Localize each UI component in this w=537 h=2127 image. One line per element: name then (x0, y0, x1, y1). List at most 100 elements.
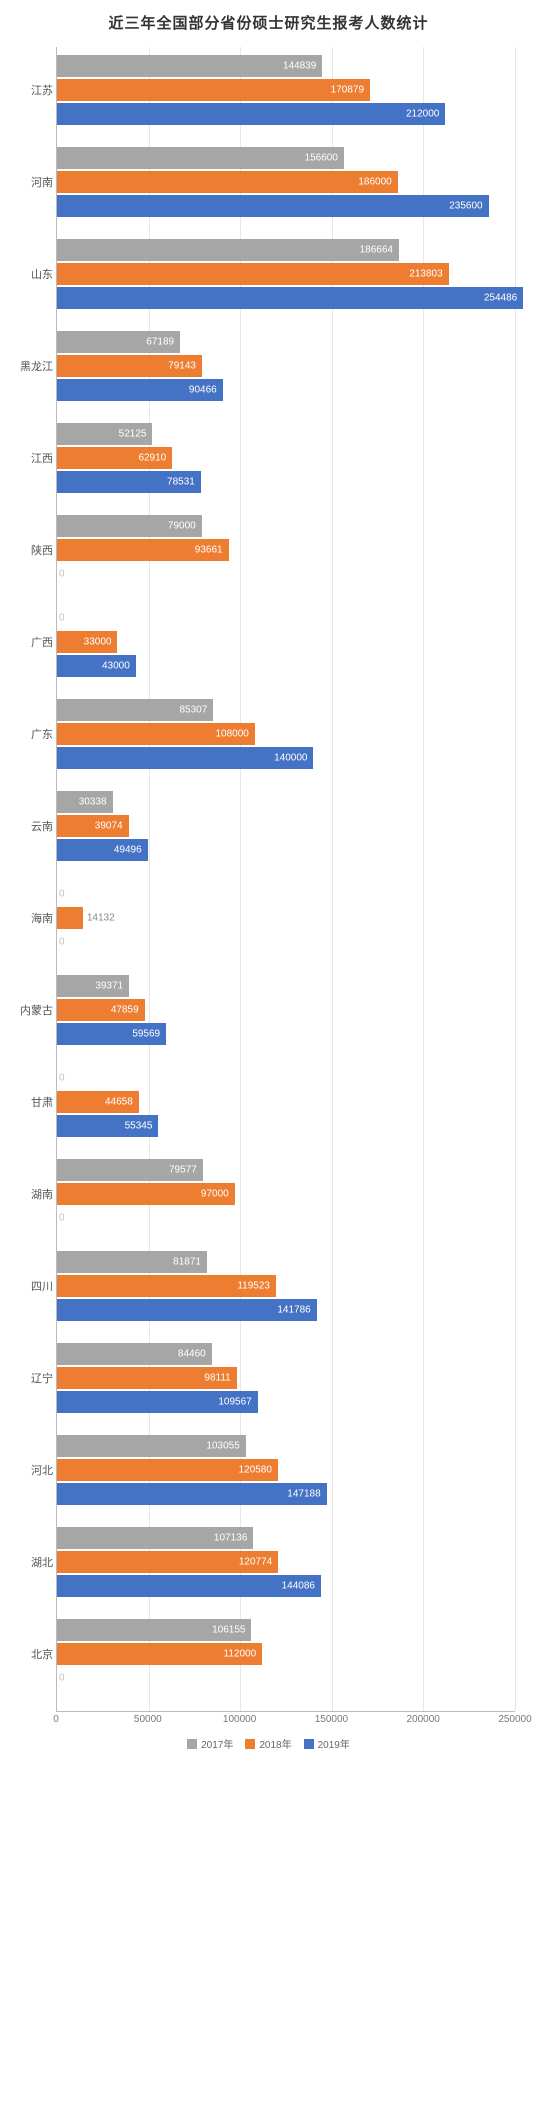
bar-value-label: 52125 (119, 429, 147, 440)
bar: 0 (57, 1667, 59, 1689)
province-group: 黑龙江671897914390466 (57, 331, 515, 401)
bar-row: 52125 (57, 423, 515, 445)
bar: 107136 (57, 1527, 253, 1549)
bar: 14132 (57, 907, 83, 929)
legend-swatch (245, 1739, 255, 1749)
bar-row: 93661 (57, 539, 515, 561)
bar: 39371 (57, 975, 129, 997)
bar-row: 212000 (57, 103, 515, 125)
bar: 120774 (57, 1551, 278, 1573)
bar: 140000 (57, 747, 313, 769)
province-group: 云南303383907449496 (57, 791, 515, 861)
province-group: 湖北107136120774144086 (57, 1527, 515, 1597)
bar: 235600 (57, 195, 489, 217)
province-label: 湖南 (11, 1186, 53, 1202)
bar-value-label: 0 (59, 1213, 65, 1224)
bar-value-label: 119523 (237, 1281, 270, 1292)
province-group: 山东186664213803254486 (57, 239, 515, 309)
province-label: 广西 (11, 634, 53, 650)
bar-value-label: 112000 (224, 1649, 257, 1660)
bar-row: 144086 (57, 1575, 515, 1597)
province-label: 北京 (11, 1646, 53, 1662)
province-label: 江西 (11, 450, 53, 466)
bar-value-label: 212000 (406, 109, 439, 120)
province-label: 湖北 (11, 1554, 53, 1570)
bar-row: 55345 (57, 1115, 515, 1137)
bar-value-label: 55345 (125, 1121, 153, 1132)
bar-row: 84460 (57, 1343, 515, 1365)
bar-value-label: 97000 (201, 1189, 229, 1200)
bar: 186000 (57, 171, 398, 193)
bar-row: 14132 (57, 907, 515, 929)
bar-value-label: 108000 (215, 729, 248, 740)
bar-value-label: 147188 (287, 1489, 320, 1500)
bar-row: 0 (57, 1667, 515, 1689)
province-group: 北京1061551120000 (57, 1619, 515, 1689)
bar-value-label: 43000 (102, 661, 130, 672)
x-axis-tick: 0 (53, 1714, 59, 1725)
province-group: 河北103055120580147188 (57, 1435, 515, 1505)
bar-row: 112000 (57, 1643, 515, 1665)
bar-value-label: 254486 (484, 293, 517, 304)
bar: 119523 (57, 1275, 276, 1297)
bar: 52125 (57, 423, 152, 445)
bar-value-label: 186664 (360, 245, 393, 256)
province-label: 陕西 (11, 542, 53, 558)
bar-value-label: 62910 (138, 453, 166, 464)
bar: 55345 (57, 1115, 158, 1137)
bar: 0 (57, 563, 59, 585)
bar-row: 108000 (57, 723, 515, 745)
bar: 212000 (57, 103, 445, 125)
bar-row: 79000 (57, 515, 515, 537)
bar-row: 67189 (57, 331, 515, 353)
bar: 43000 (57, 655, 136, 677)
bar-row: 213803 (57, 263, 515, 285)
x-axis: 050000100000150000200000250000 (56, 1712, 515, 1730)
bar: 67189 (57, 331, 180, 353)
province-group: 江西521256291078531 (57, 423, 515, 493)
bar-row: 103055 (57, 1435, 515, 1457)
bar-row: 120580 (57, 1459, 515, 1481)
bar-value-label: 79000 (168, 521, 196, 532)
bar: 47859 (57, 999, 145, 1021)
plot-area: 江苏144839170879212000河南156600186000235600… (56, 47, 515, 1712)
bar: 33000 (57, 631, 117, 653)
bar-row: 97000 (57, 1183, 515, 1205)
bar-row: 0 (57, 563, 515, 585)
x-axis-tick: 50000 (134, 1714, 162, 1725)
x-axis-tick: 150000 (315, 1714, 348, 1725)
bar-value-label: 0 (59, 937, 65, 948)
bar: 0 (57, 931, 59, 953)
bar: 78531 (57, 471, 201, 493)
legend-item: 2017年 (187, 1736, 233, 1751)
bar: 84460 (57, 1343, 212, 1365)
bar-row: 47859 (57, 999, 515, 1021)
bar-row: 120774 (57, 1551, 515, 1573)
bar-row: 30338 (57, 791, 515, 813)
bar: 59569 (57, 1023, 166, 1045)
bar-row: 186000 (57, 171, 515, 193)
province-label: 河北 (11, 1462, 53, 1478)
bar-row: 235600 (57, 195, 515, 217)
x-axis-tick: 250000 (498, 1714, 531, 1725)
bar: 213803 (57, 263, 449, 285)
bar-row: 43000 (57, 655, 515, 677)
province-label: 甘肃 (11, 1094, 53, 1110)
legend-item: 2019年 (304, 1736, 350, 1751)
bar-row: 0 (57, 607, 515, 629)
bar: 44658 (57, 1091, 139, 1113)
bar-value-label: 0 (59, 1073, 65, 1084)
province-group: 湖南79577970000 (57, 1159, 515, 1229)
bar-value-label: 79143 (168, 361, 196, 372)
bar: 93661 (57, 539, 229, 561)
bar-row: 59569 (57, 1023, 515, 1045)
bar: 81871 (57, 1251, 207, 1273)
legend-label: 2017年 (201, 1736, 233, 1751)
bar-value-label: 0 (59, 569, 65, 580)
bar: 0 (57, 1067, 59, 1089)
bar-row: 141786 (57, 1299, 515, 1321)
bar-row: 90466 (57, 379, 515, 401)
bar-row: 81871 (57, 1251, 515, 1273)
bar-row: 119523 (57, 1275, 515, 1297)
province-group: 内蒙古393714785959569 (57, 975, 515, 1045)
